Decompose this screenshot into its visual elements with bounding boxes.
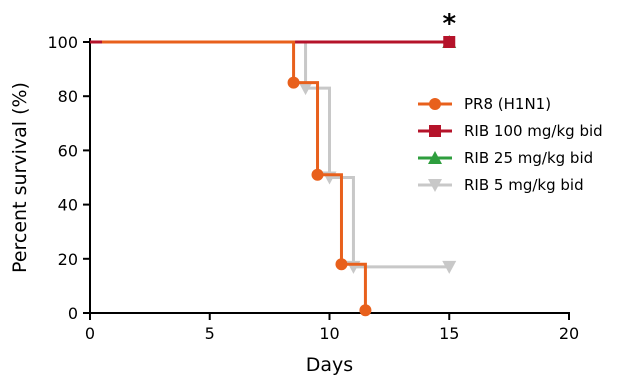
y-tick-label: 20 (58, 250, 78, 269)
y-tick-label: 80 (58, 87, 78, 106)
data-point (443, 36, 456, 48)
x-axis-title: Days (306, 354, 353, 376)
x-tick-label: 20 (559, 324, 579, 343)
legend-marker (428, 151, 442, 164)
data-point (442, 260, 457, 274)
x-tick-label: 5 (205, 324, 215, 343)
x-tick-label: 0 (85, 324, 95, 343)
series-line (90, 40, 450, 269)
legend-label: RIB 5 mg/kg bid (464, 176, 584, 194)
legend-marker (428, 179, 442, 192)
legend-marker (429, 98, 441, 110)
y-tick-label: 100 (47, 33, 78, 52)
significance-marker: * (442, 9, 456, 39)
y-tick-label: 40 (58, 196, 78, 215)
series-0 (101, 40, 372, 317)
series-line (101, 40, 367, 311)
legend-marker (429, 125, 441, 137)
y-axis-title: Percent survival (%) (9, 82, 31, 273)
data-point (335, 258, 348, 271)
series-3 (90, 40, 457, 274)
legend-item: RIB 5 mg/kg bid (418, 176, 584, 194)
legend: PR8 (H1N1) RIB 100 mg/kg bid RIB 25 mg/kg … (418, 95, 603, 194)
axes: 0 5 10 15 20 0 20 40 60 80 100 (47, 33, 579, 343)
x-tick-label: 15 (439, 324, 459, 343)
legend-item: RIB 100 mg/kg bid (418, 122, 603, 140)
series-group (90, 35, 457, 317)
legend-label: RIB 100 mg/kg bid (464, 122, 603, 140)
data-point (359, 304, 372, 317)
y-tick-label: 60 (58, 141, 78, 160)
legend-label: PR8 (H1N1) (464, 95, 551, 113)
x-tick-label: 10 (319, 324, 339, 343)
data-point (287, 76, 300, 89)
legend-item: RIB 25 mg/kg bid (418, 149, 593, 167)
y-tick-label: 0 (68, 304, 78, 323)
legend-item: PR8 (H1N1) (418, 95, 551, 113)
data-point (311, 168, 324, 181)
data-point (298, 82, 313, 96)
legend-label: RIB 25 mg/kg bid (464, 149, 593, 167)
